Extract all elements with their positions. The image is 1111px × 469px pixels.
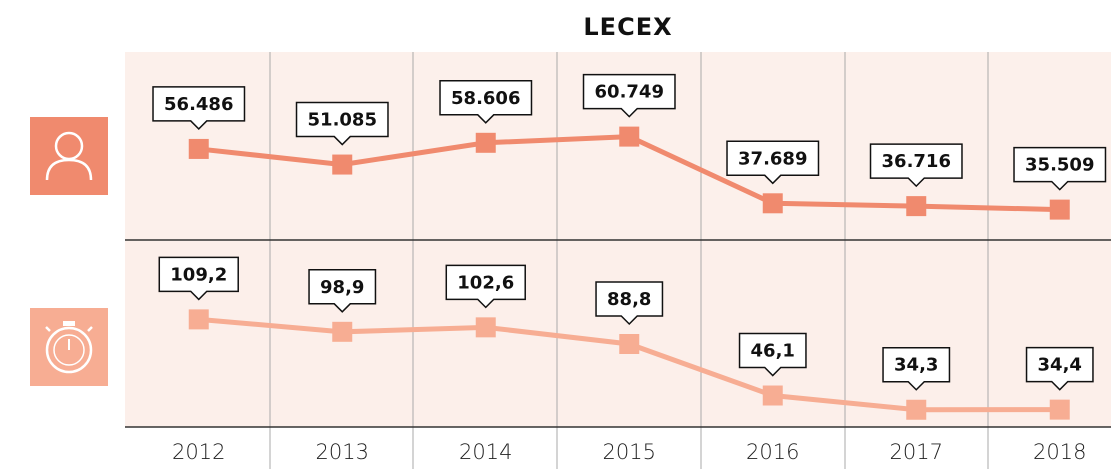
label-box — [158, 256, 239, 301]
label-box — [882, 346, 951, 391]
label-box — [869, 143, 963, 188]
data-label: 109,2 — [170, 264, 227, 285]
data-label: 35.509 — [1025, 155, 1094, 176]
point-marker — [332, 154, 353, 175]
point-marker — [332, 321, 353, 342]
label-box — [595, 281, 664, 326]
data-label: 51.085 — [308, 110, 377, 131]
x-tick-label: 2012 — [172, 440, 225, 464]
x-tick-label: 2017 — [890, 440, 943, 464]
data-label: 37.689 — [738, 148, 807, 169]
point-marker — [906, 196, 927, 217]
x-tick-label: 2016 — [746, 440, 799, 464]
label-box — [738, 332, 807, 377]
x-tick-label: 2015 — [603, 440, 656, 464]
column-lines — [269, 52, 989, 469]
label-box — [439, 80, 533, 124]
point-marker — [1049, 399, 1070, 420]
label-box — [726, 140, 820, 185]
point-marker — [475, 132, 496, 153]
data-label: 60.749 — [595, 82, 664, 103]
point-marker — [188, 309, 209, 330]
chart-title: LECEX — [583, 13, 672, 41]
label-box — [308, 269, 377, 313]
label-box — [295, 101, 389, 146]
data-label: 34,3 — [894, 355, 938, 376]
x-tick-label: 2018 — [1033, 440, 1086, 464]
data-label: 36.716 — [882, 151, 951, 172]
x-tick-label: 2014 — [459, 440, 512, 464]
data-label: 88,8 — [607, 289, 651, 310]
data-label: 102,6 — [457, 272, 514, 293]
data-label: 98,9 — [320, 277, 364, 298]
label-box — [445, 264, 526, 309]
data-label: 56.486 — [164, 94, 233, 115]
data-label: 58.606 — [451, 88, 520, 109]
data-label: 34,4 — [1038, 355, 1082, 376]
label-box — [1013, 146, 1107, 191]
label-box — [152, 86, 246, 130]
stopwatch-icon — [30, 308, 108, 386]
point-marker — [906, 399, 927, 420]
x-tick-label: 2013 — [316, 440, 369, 464]
point-marker — [619, 126, 640, 147]
point-marker — [1049, 199, 1070, 220]
data-label: 46,1 — [751, 341, 795, 362]
point-marker — [619, 333, 640, 354]
point-marker — [188, 138, 209, 159]
point-marker — [762, 193, 783, 214]
point-marker — [762, 385, 783, 406]
person-icon — [30, 117, 108, 195]
bottom-panel — [125, 240, 1111, 427]
label-box — [582, 73, 676, 118]
point-marker — [475, 317, 496, 338]
label-box — [1025, 346, 1094, 391]
